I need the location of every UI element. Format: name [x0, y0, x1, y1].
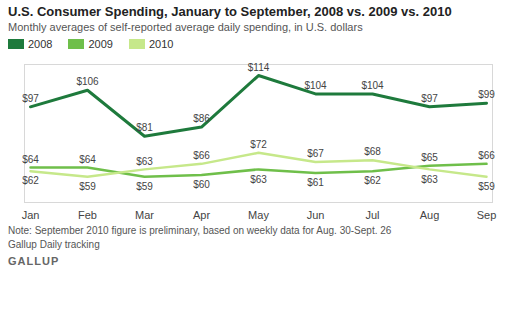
svg-text:$60: $60 — [193, 179, 210, 190]
svg-text:$59: $59 — [136, 181, 153, 192]
svg-text:$62: $62 — [364, 175, 381, 186]
svg-text:$104: $104 — [304, 80, 327, 91]
html-text:2008: 2008 — [28, 38, 53, 50]
html-text:Gallup Daily tracking: Gallup Daily tracking — [8, 239, 100, 250]
svg-text:Jun: Jun — [307, 209, 325, 221]
svg-text:$114: $114 — [248, 62, 270, 73]
svg-text:Jul: Jul — [365, 209, 379, 221]
svg-text:May: May — [248, 209, 269, 221]
svg-text:$97: $97 — [421, 93, 438, 104]
svg-text:$59: $59 — [478, 181, 495, 192]
svg-text:Jan: Jan — [22, 209, 40, 221]
svg-text:$61: $61 — [307, 177, 324, 188]
svg-text:Aug: Aug — [420, 209, 440, 221]
html-text:U.S. Consumer Spending, Januar: U.S. Consumer Spending, January to Septe… — [8, 4, 452, 19]
svg-text:$72: $72 — [250, 139, 267, 150]
svg-text:Feb: Feb — [78, 209, 97, 221]
svg-text:$63: $63 — [136, 156, 153, 167]
html-text:GALLUP: GALLUP — [8, 255, 60, 267]
svg-text:Sep: Sep — [477, 209, 497, 221]
svg-text:$64: $64 — [22, 154, 39, 165]
svg-text:$63: $63 — [421, 174, 438, 185]
html-text:2010: 2010 — [149, 38, 174, 50]
svg-text:$63: $63 — [250, 174, 267, 185]
svg-text:$62: $62 — [22, 175, 39, 186]
svg-text:$97: $97 — [22, 93, 39, 104]
html-text:Monthly averages of self-repor: Monthly averages of self-reported averag… — [8, 21, 363, 33]
svg-text:$65: $65 — [421, 152, 438, 163]
html-text:Note: September 2010 figure is: Note: September 2010 figure is prelimina… — [8, 225, 392, 236]
svg-text:$68: $68 — [364, 146, 381, 157]
svg-text:$106: $106 — [76, 76, 99, 87]
svg-text:$67: $67 — [307, 148, 324, 159]
svg-text:$86: $86 — [193, 113, 210, 124]
html-text:2009: 2009 — [88, 38, 113, 50]
svg-text:Apr: Apr — [193, 209, 210, 221]
svg-text:$66: $66 — [478, 150, 495, 161]
svg-text:$64: $64 — [79, 154, 96, 165]
svg-text:$66: $66 — [193, 150, 210, 161]
svg-text:$99: $99 — [478, 89, 495, 100]
svg-text:$81: $81 — [136, 122, 153, 133]
svg-text:Mar: Mar — [135, 209, 154, 221]
svg-text:$59: $59 — [79, 181, 96, 192]
svg-text:$104: $104 — [361, 80, 384, 91]
